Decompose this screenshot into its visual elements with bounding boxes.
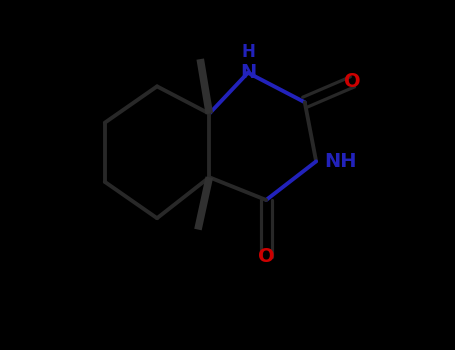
Text: H: H — [241, 43, 255, 61]
Text: O: O — [258, 247, 274, 266]
Text: NH: NH — [324, 152, 357, 171]
Text: N: N — [240, 63, 256, 82]
Text: O: O — [344, 72, 361, 91]
